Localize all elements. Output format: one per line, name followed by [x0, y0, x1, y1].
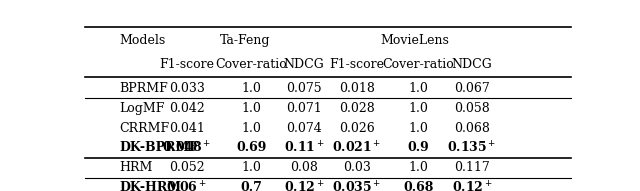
Text: Cover-ratio: Cover-ratio [215, 58, 287, 71]
Text: MovieLens: MovieLens [380, 34, 449, 47]
Text: DK-BPRMF: DK-BPRMF [120, 141, 199, 155]
Text: F1-score: F1-score [329, 58, 384, 71]
Text: Models: Models [120, 34, 166, 47]
Text: 0.058: 0.058 [454, 102, 490, 115]
Text: 0.06$^+$: 0.06$^+$ [166, 180, 207, 191]
Text: 0.9: 0.9 [408, 141, 429, 155]
Text: Cover-ratio: Cover-ratio [382, 58, 454, 71]
Text: 0.071: 0.071 [286, 102, 322, 115]
Text: NDCG: NDCG [451, 58, 492, 71]
Text: 1.0: 1.0 [241, 161, 261, 174]
Text: 0.03: 0.03 [343, 161, 371, 174]
Text: 0.042: 0.042 [169, 102, 205, 115]
Text: 0.067: 0.067 [454, 82, 490, 95]
Text: 0.068: 0.068 [454, 122, 490, 135]
Text: 1.0: 1.0 [408, 122, 428, 135]
Text: LogMF: LogMF [120, 102, 165, 115]
Text: BPRMF: BPRMF [120, 82, 168, 95]
Text: 0.026: 0.026 [339, 122, 374, 135]
Text: 0.028: 0.028 [339, 102, 374, 115]
Text: 0.69: 0.69 [236, 141, 266, 155]
Text: F1-score: F1-score [159, 58, 214, 71]
Text: 0.033: 0.033 [169, 82, 205, 95]
Text: 0.12$^+$: 0.12$^+$ [451, 180, 492, 191]
Text: 0.12$^+$: 0.12$^+$ [284, 180, 324, 191]
Text: 0.052: 0.052 [169, 161, 204, 174]
Text: 0.074: 0.074 [286, 122, 322, 135]
Text: HRM: HRM [120, 161, 153, 174]
Text: CRRMF: CRRMF [120, 122, 170, 135]
Text: 0.075: 0.075 [286, 82, 322, 95]
Text: 0.021$^+$: 0.021$^+$ [332, 140, 381, 156]
Text: 0.035$^+$: 0.035$^+$ [332, 180, 381, 191]
Text: 1.0: 1.0 [408, 82, 428, 95]
Text: 0.117: 0.117 [454, 161, 490, 174]
Text: 0.08: 0.08 [291, 161, 318, 174]
Text: 0.041: 0.041 [169, 122, 205, 135]
Text: 0.135$^+$: 0.135$^+$ [447, 140, 497, 156]
Text: 0.018: 0.018 [339, 82, 374, 95]
Text: 1.0: 1.0 [241, 82, 261, 95]
Text: 0.11$^+$: 0.11$^+$ [284, 140, 324, 156]
Text: Ta-Feng: Ta-Feng [220, 34, 271, 47]
Text: 1.0: 1.0 [408, 161, 428, 174]
Text: NDCG: NDCG [284, 58, 324, 71]
Text: 1.0: 1.0 [408, 102, 428, 115]
Text: 1.0: 1.0 [241, 122, 261, 135]
Text: DK-HRM: DK-HRM [120, 181, 182, 191]
Text: 0.048$^+$: 0.048$^+$ [162, 140, 211, 156]
Text: 0.7: 0.7 [240, 181, 262, 191]
Text: 0.68: 0.68 [403, 181, 433, 191]
Text: 1.0: 1.0 [241, 102, 261, 115]
